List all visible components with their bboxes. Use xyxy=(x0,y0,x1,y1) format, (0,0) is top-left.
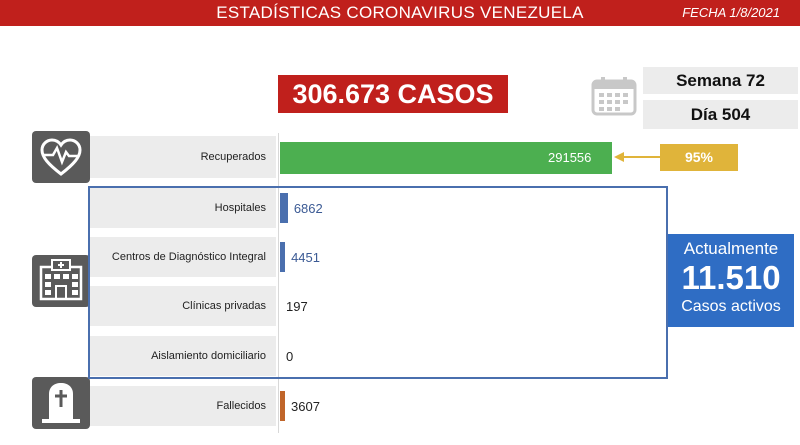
active-cases-bottom-label: Casos activos xyxy=(681,298,781,315)
category-label-cdi: Centros de Diagnóstico Integral xyxy=(90,237,276,277)
bar-recuperados xyxy=(280,142,612,174)
hospital-tile xyxy=(32,255,90,307)
category-label-hospitales: Hospitales xyxy=(90,188,276,228)
page-title: ESTADÍSTICAS CORONAVIRUS VENEZUELA xyxy=(216,3,584,22)
hospital-building-icon xyxy=(39,259,83,301)
bar-hospitales xyxy=(280,193,288,223)
category-label-recuperados: Recuperados xyxy=(90,136,276,178)
hospitalized-group-frame xyxy=(88,186,668,379)
recovered-tile xyxy=(32,131,90,183)
value-label-hospitales: 6862 xyxy=(293,201,323,216)
header-bar xyxy=(0,0,800,26)
value-label-clinicas: 197 xyxy=(286,299,308,314)
tombstone-cross-icon xyxy=(42,383,80,423)
total-cases: 306.673 CASOS xyxy=(278,75,508,113)
percent-arrow xyxy=(614,152,662,162)
value-label-aislamiento: 0 xyxy=(286,349,294,364)
active-cases-panel: Actualmente 11.510 Casos activos xyxy=(668,234,794,327)
category-label-aislamiento: Aislamiento domiciliario xyxy=(90,336,276,376)
recovered-percent-badge: 95% xyxy=(660,144,738,171)
chart-axis-line xyxy=(278,133,279,433)
bar-fallecidos xyxy=(280,391,285,421)
week-counter: Semana 72 xyxy=(643,67,798,94)
report-date: FECHA 1/8/2021 xyxy=(682,5,780,20)
category-label-clinicas: Clínicas privadas xyxy=(90,286,276,326)
bar-cdi xyxy=(280,242,286,272)
heart-pulse-icon xyxy=(40,138,82,176)
day-counter: Día 504 xyxy=(643,100,798,129)
value-label-fallecidos: 3607 xyxy=(291,399,320,414)
calendar-icon xyxy=(591,77,637,116)
active-cases-top-label: Actualmente xyxy=(683,239,779,258)
value-label-cdi: 4451 xyxy=(291,250,320,265)
category-label-fallecidos: Fallecidos xyxy=(90,386,276,426)
deaths-tile xyxy=(32,377,90,429)
value-label-recuperados: 291556 xyxy=(548,150,592,165)
active-cases-count: 11.510 xyxy=(681,259,781,296)
